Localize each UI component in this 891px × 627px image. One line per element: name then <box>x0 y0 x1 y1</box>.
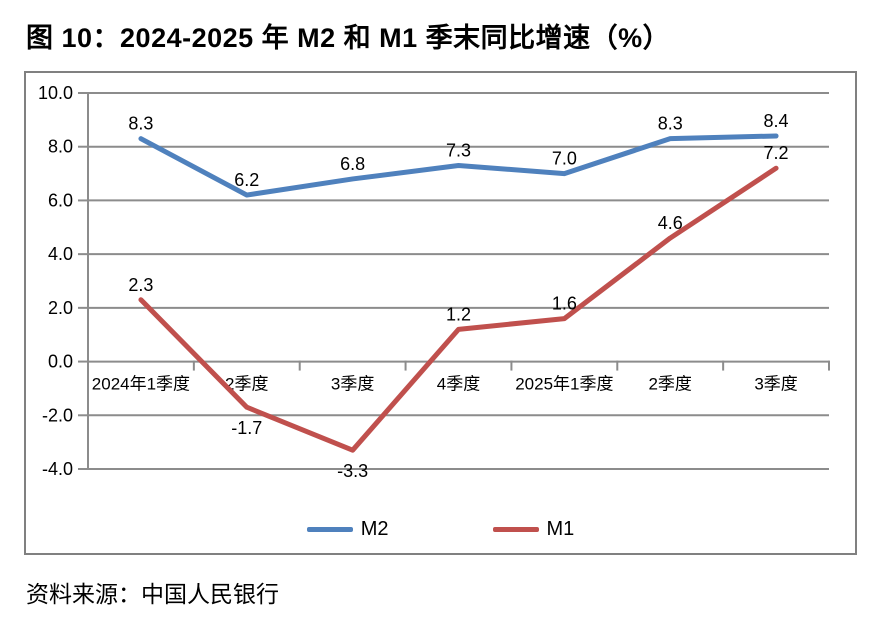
legend-label-m1: M1 <box>546 518 575 540</box>
data-label-m2: 8.3 <box>658 114 683 134</box>
data-label-m1: 1.2 <box>446 304 471 324</box>
data-label-m2: 6.8 <box>340 154 365 174</box>
series-line-m2 <box>138 133 779 198</box>
data-label-m1: 2.3 <box>128 275 153 295</box>
line-chart-plot: 10.0 8.0 6.0 4.0 2.0 0.0 -2.0 -4.0 2024年1季度 2季度 3季… <box>38 83 830 481</box>
category-label: 2季度 <box>648 375 691 394</box>
data-label-m1: -1.7 <box>231 418 262 438</box>
y-axis-label: 0.0 <box>48 352 73 372</box>
y-axis-label: -4.0 <box>42 459 73 479</box>
category-label: 2季度 <box>225 375 268 394</box>
data-label-m1: 4.6 <box>658 213 683 233</box>
m1-line-swatch <box>492 526 539 532</box>
data-label-m2: 7.0 <box>552 149 577 169</box>
category-label: 3季度 <box>331 375 374 394</box>
data-label-m2: 8.3 <box>128 114 153 134</box>
legend-item-m1: M1 <box>492 518 575 540</box>
y-axis-label: 8.0 <box>48 137 73 157</box>
category-label: 2024年1季度 <box>92 375 190 394</box>
data-label-m2: 6.2 <box>234 170 259 190</box>
category-label: 4季度 <box>437 375 480 394</box>
y-axis-label: 4.0 <box>48 244 73 264</box>
y-axis-label: -2.0 <box>42 405 73 425</box>
chart-legend: M2 M1 <box>26 519 855 539</box>
legend-item-m2: M2 <box>306 518 389 540</box>
chart-frame: 10.0 8.0 6.0 4.0 2.0 0.0 -2.0 -4.0 2024年1季度 2季度 3季… <box>24 71 857 555</box>
legend-label-m2: M2 <box>360 518 389 540</box>
data-label-m1: -3.3 <box>337 461 368 481</box>
chart-title: 图 10：2024-2025 年 M2 和 M1 季末同比增速（%） <box>26 23 671 53</box>
category-label: 3季度 <box>754 375 797 394</box>
y-axis-label: 6.0 <box>48 190 73 210</box>
m2-line-swatch <box>306 526 353 532</box>
y-axis-label: 10.0 <box>38 83 73 103</box>
page: 图 10：2024-2025 年 M2 和 M1 季末同比增速（%） 10.0 8… <box>24 23 857 607</box>
data-label-m1: 7.2 <box>764 143 789 163</box>
series-line-m1 <box>138 165 779 453</box>
data-label-m2: 7.3 <box>446 141 471 161</box>
source-note: 资料来源：中国人民银行 <box>26 581 279 607</box>
y-axis-label: 2.0 <box>48 298 73 318</box>
category-label: 2025年1季度 <box>515 375 613 394</box>
data-label-m1: 1.6 <box>552 294 577 314</box>
data-label-m2: 8.4 <box>764 111 789 131</box>
